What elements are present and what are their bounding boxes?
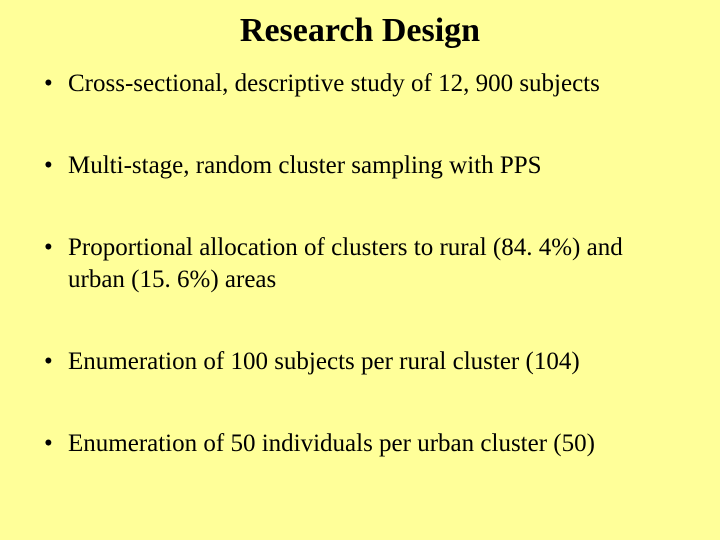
bullet-item: Proportional allocation of clusters to r… bbox=[40, 232, 680, 296]
bullet-list: Cross-sectional, descriptive study of 12… bbox=[40, 68, 680, 460]
bullet-item: Enumeration of 50 individuals per urban … bbox=[40, 428, 680, 460]
bullet-item: Enumeration of 100 subjects per rural cl… bbox=[40, 346, 680, 378]
bullet-item: Cross-sectional, descriptive study of 12… bbox=[40, 68, 680, 100]
slide-container: Research Design Cross-sectional, descrip… bbox=[0, 0, 720, 540]
slide-title: Research Design bbox=[40, 12, 680, 50]
bullet-item: Multi-stage, random cluster sampling wit… bbox=[40, 150, 680, 182]
